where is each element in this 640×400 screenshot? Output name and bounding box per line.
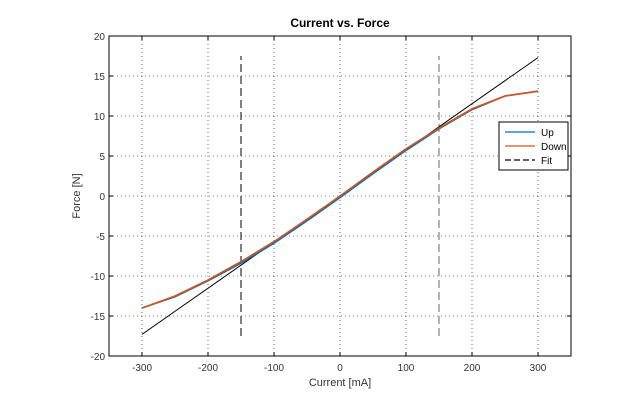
x-tick-label: -300 <box>132 363 152 374</box>
y-tick-label: 5 <box>99 152 105 163</box>
axis-ticks: -300 -200 -100 0 100 200 300 -20 -15 -10 -5 0 5 10 15 2… <box>91 32 571 374</box>
legend-label-down: Down <box>541 142 567 153</box>
legend: Up Down Fit <box>498 121 569 171</box>
y-tick-label: 15 <box>94 72 106 83</box>
y-tick-label: 0 <box>99 192 105 203</box>
y-tick-label: -20 <box>91 352 106 363</box>
x-tick-label: 300 <box>530 363 547 374</box>
series-lines <box>141 57 539 335</box>
legend-label-up: Up <box>541 128 554 139</box>
y-tick-label: -15 <box>91 312 106 323</box>
threshold-lines <box>240 56 440 336</box>
x-tick-label: 0 <box>337 363 343 374</box>
y-tick-label: 20 <box>94 32 106 43</box>
legend-label-fit: Fit <box>541 156 552 167</box>
y-tick-label: -10 <box>91 272 106 283</box>
x-tick-label: -200 <box>198 363 218 374</box>
chart-title: Current vs. Force <box>290 16 390 30</box>
x-axis-label: Current [mA] <box>309 377 371 389</box>
series-line-down <box>141 90 539 309</box>
x-tick-label: 100 <box>398 363 415 374</box>
y-axis-label: Force [N] <box>71 173 83 218</box>
y-tick-label: 10 <box>94 112 106 123</box>
x-tick-label: -100 <box>264 363 284 374</box>
y-tick-label: -5 <box>96 232 105 243</box>
x-tick-label: 200 <box>464 363 481 374</box>
